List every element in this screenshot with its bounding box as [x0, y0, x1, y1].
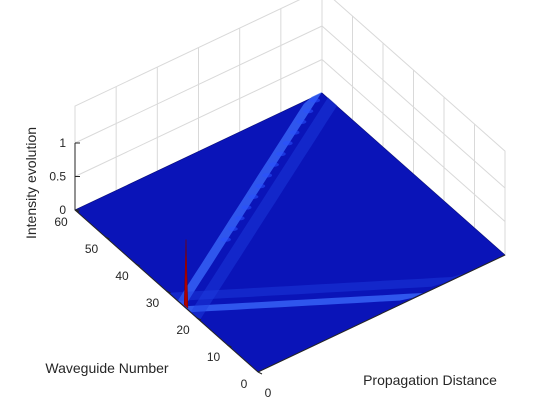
surface — [74, 92, 506, 373]
ripple — [275, 151, 286, 157]
diffraction-lobe-lower — [184, 254, 506, 313]
y-axis-label: Waveguide Number — [45, 360, 169, 376]
ripple — [241, 205, 252, 210]
ripple — [296, 119, 307, 124]
ripple — [262, 173, 273, 178]
y-tick — [227, 344, 232, 348]
diffraction-lobe-lower-inner — [169, 254, 505, 301]
ripple — [234, 215, 245, 221]
ripple — [248, 194, 259, 199]
y-tick-label: 60 — [54, 215, 68, 229]
ripple — [268, 162, 279, 167]
diffraction-lobe-upper — [178, 92, 322, 307]
initial-peak — [183, 239, 189, 309]
y-tick-label: 0 — [241, 377, 248, 391]
grid-lines — [74, 0, 506, 257]
diffraction-lobe-upper-inner — [190, 97, 338, 320]
y-tick-label: 20 — [176, 323, 190, 337]
x-axis-label: Propagation Distance — [363, 372, 497, 388]
y-tick-label: 50 — [85, 242, 99, 256]
z-tick-label: 1 — [59, 136, 66, 150]
z-tick-label: 0 — [59, 203, 66, 217]
ripple — [227, 226, 238, 232]
z-tick-label: 0.5 — [49, 170, 66, 184]
x-tick-label: 0 — [265, 386, 272, 400]
z-axis-label: Intensity evolution — [23, 127, 39, 239]
grid-line — [74, 25, 506, 189]
grid-line — [74, 58, 506, 222]
y-tick-label: 10 — [207, 350, 221, 364]
ripple — [220, 237, 231, 242]
ripple — [255, 183, 266, 189]
y-tick — [105, 236, 110, 240]
x-axis-line — [257, 254, 506, 373]
ripple — [303, 108, 314, 114]
y-tick — [135, 263, 141, 267]
ripple — [282, 141, 293, 146]
y-tick-label: 40 — [115, 269, 129, 283]
y-tick-label: 30 — [146, 296, 160, 310]
y-tick — [196, 317, 202, 321]
y-tick — [166, 290, 171, 294]
ripple — [310, 98, 321, 103]
y-tick — [257, 371, 263, 375]
ripple — [289, 130, 300, 135]
